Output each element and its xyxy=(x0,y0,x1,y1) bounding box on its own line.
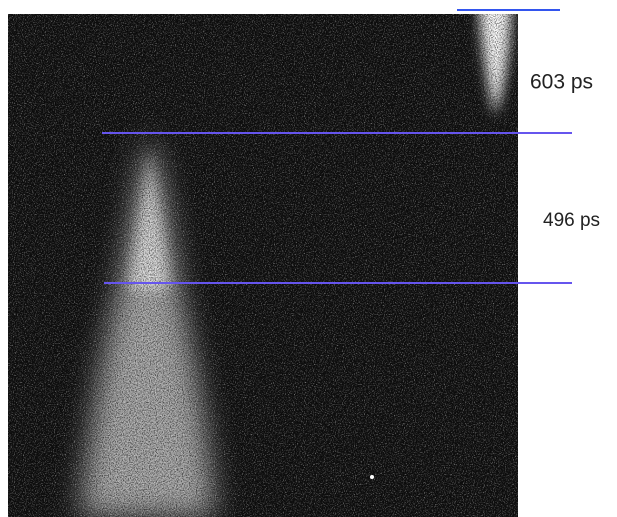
time-label: 603 ps xyxy=(530,71,593,94)
time-label: 496 ps xyxy=(543,210,600,231)
streak-image xyxy=(8,0,518,517)
figure: 603 ps 496 ps xyxy=(0,0,617,517)
